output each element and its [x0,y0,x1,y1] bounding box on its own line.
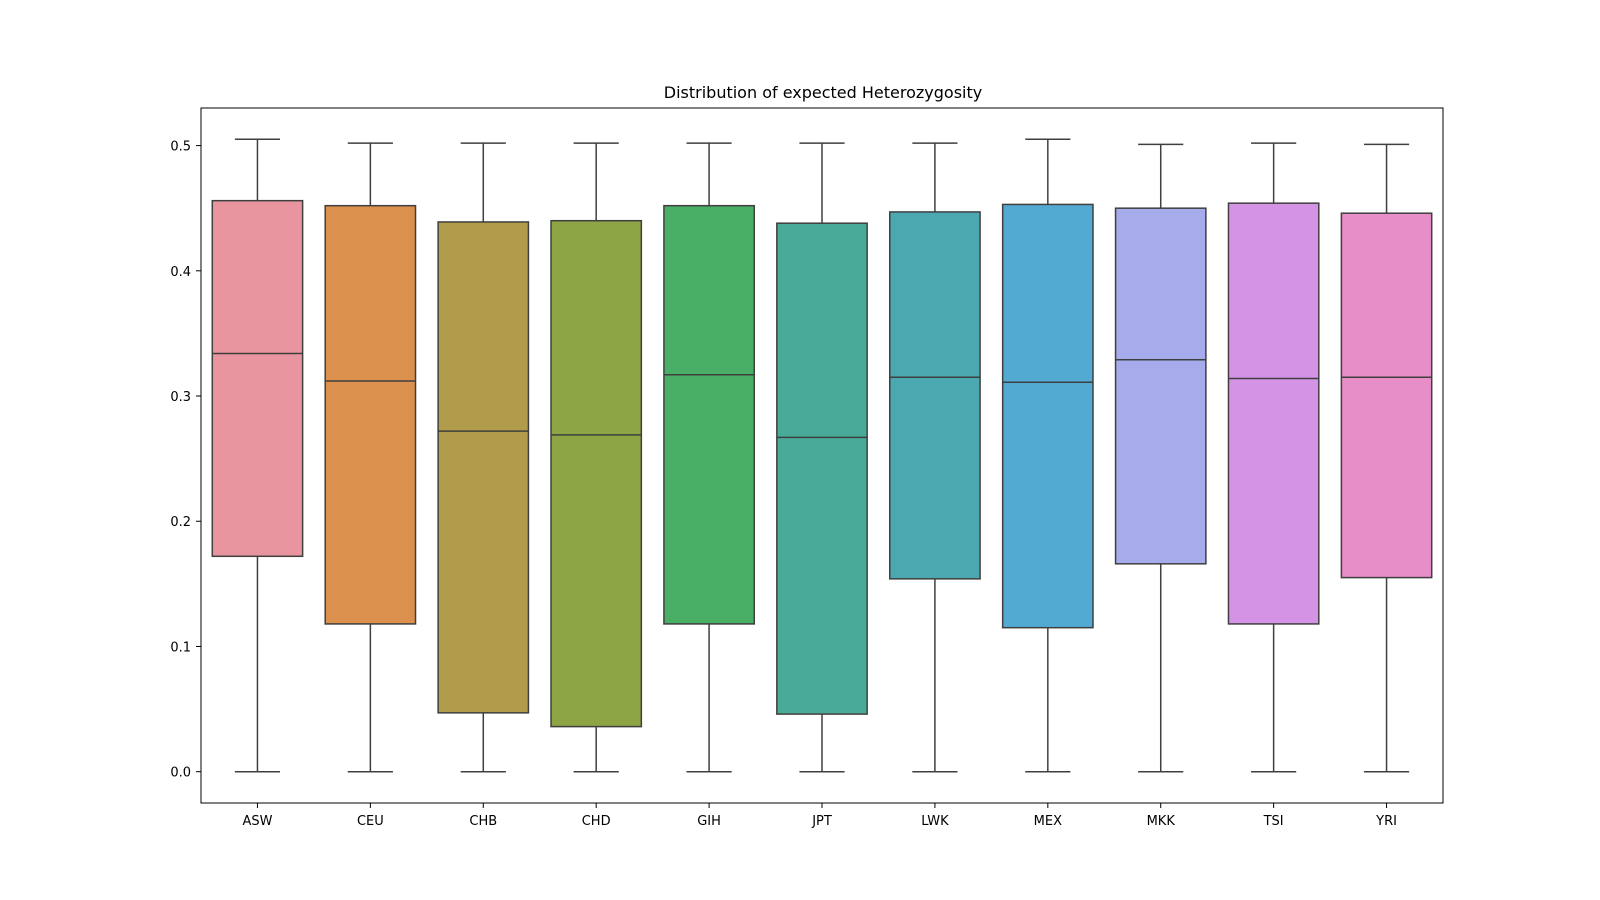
box-jpt [776,142,868,773]
x-tick-label: YRI [1375,814,1397,829]
box-body [1001,203,1094,629]
y-tick-label: 0.0 [170,766,191,781]
chart-title: Distribution of expected Heterozygosity [664,83,982,102]
y-tick-label: 0.5 [170,140,191,155]
box-body [550,219,643,728]
y-tick-label: 0.3 [170,390,191,405]
box-gih [663,142,756,773]
x-tick-label: MEX [1034,814,1062,829]
box-yri [1340,143,1433,773]
x-tick-label: ASW [242,814,272,829]
box-body [324,204,417,625]
box-lwk [888,142,981,773]
x-tick-label: CHD [582,814,611,829]
box-body [663,204,756,625]
box-body [776,222,868,715]
box-asw [211,138,304,773]
x-tick-label: GIH [697,814,721,829]
box-ceu [324,142,417,773]
x-tick-label: JPT [811,814,832,829]
box-body [211,199,304,558]
x-tick-label: CEU [357,814,384,829]
box-mkk [1114,143,1207,773]
box-body [888,211,981,580]
box-mex [1001,138,1094,773]
box-chb [437,142,530,773]
box-body [1340,212,1433,579]
box-body [437,221,530,714]
x-tick-label: LWK [921,814,949,829]
box-body [1114,207,1207,565]
x-tick-label: TSI [1263,814,1284,829]
box-body [1227,202,1320,625]
box-tsi [1227,142,1320,773]
x-tick-label: MKK [1147,814,1176,829]
y-tick-label: 0.1 [170,640,191,655]
plot-area: 0.0 0.1 0.2 0.3 0.4 0.5 ASW CEU CHB CHD GIH JPT LWK M… [170,107,1444,829]
y-tick-label: 0.4 [170,265,191,280]
box-chd [550,142,643,773]
y-tick-label: 0.2 [170,515,191,530]
x-tick-label: CHB [469,814,497,829]
